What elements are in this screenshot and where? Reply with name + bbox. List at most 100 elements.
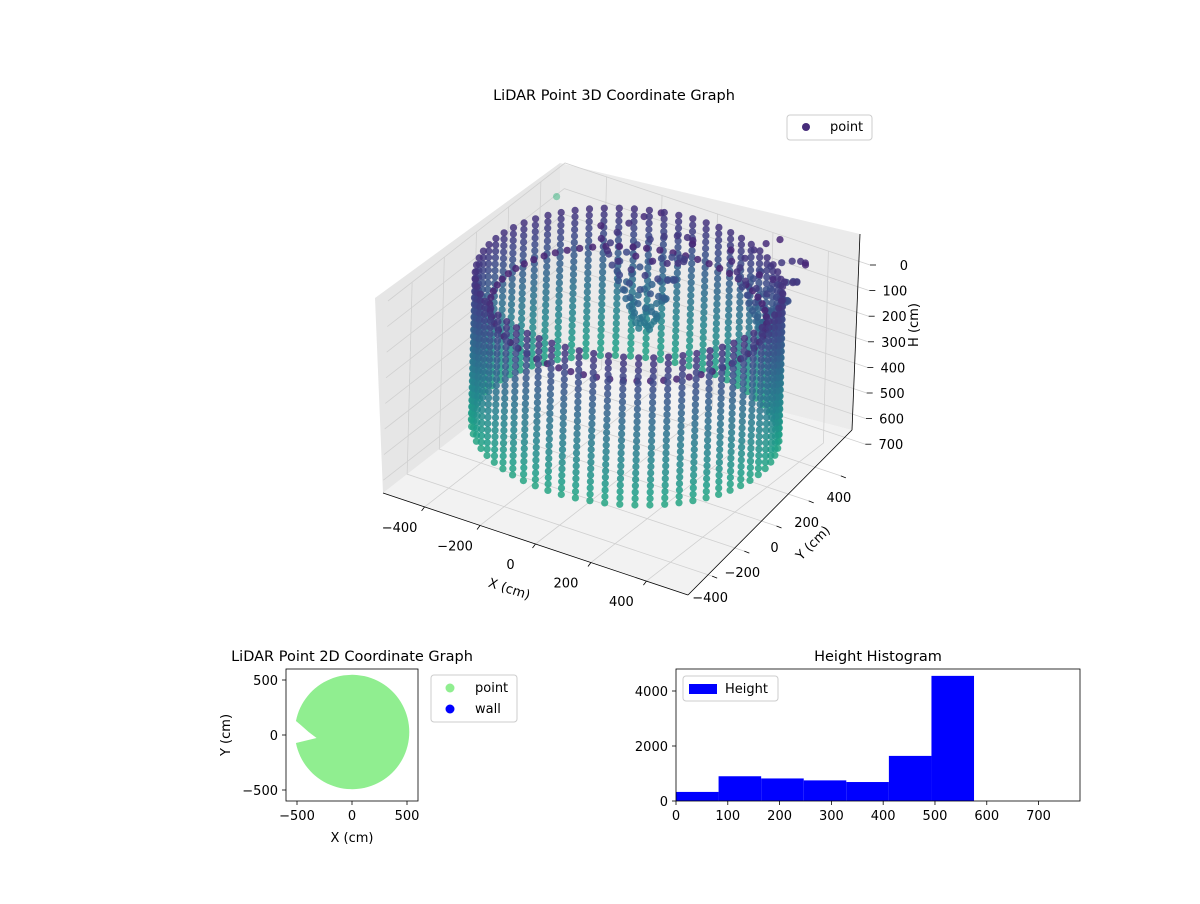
data-point-3d (571, 226, 579, 234)
data-point-3d (485, 355, 494, 364)
data-point-3d (648, 280, 656, 289)
data-point-3d (545, 448, 553, 456)
data-point-3d (560, 388, 568, 396)
data-point-3d (705, 372, 713, 380)
data-point-3d (604, 358, 613, 366)
histogram-bar (718, 776, 762, 801)
data-point-3d (633, 424, 641, 432)
data-point-3d (492, 407, 500, 415)
data-point-3d (756, 419, 764, 428)
data-point-3d (740, 366, 748, 374)
data-point-3d (672, 326, 680, 335)
data-point-3d (634, 379, 642, 387)
data-point-3d (736, 292, 744, 300)
data-point-3d (701, 283, 709, 291)
data-point-3d (756, 407, 764, 415)
data-point-3d (716, 452, 724, 460)
data-point-3d (603, 247, 612, 255)
data-point-3d (572, 449, 581, 457)
data-point-3d (740, 341, 748, 349)
data-point-3d (701, 251, 710, 259)
data-point-3d (548, 346, 556, 354)
data-point-3d (535, 341, 543, 349)
data-point-3d (769, 368, 777, 377)
data-point-3d (689, 497, 697, 505)
data-point-3d (748, 393, 756, 401)
data-point-3d (500, 242, 508, 250)
data-point-3d (674, 224, 683, 232)
data-point-3d (504, 270, 512, 278)
data-point-3d (728, 403, 736, 411)
data-point-3d (511, 362, 520, 370)
data-point-3d (511, 381, 519, 389)
data-point-3d (500, 433, 508, 441)
data-point-3d (498, 299, 506, 307)
data-point-3d (640, 213, 648, 221)
data-point-3d (712, 345, 720, 353)
data-point-3d (569, 283, 577, 291)
data-point-3d (480, 336, 488, 344)
data-point-3d (558, 452, 566, 460)
data-point-3d (690, 452, 698, 460)
data-point-3d (717, 401, 725, 409)
data-point-3d (758, 343, 766, 351)
data-point-3d (560, 369, 569, 377)
data-point-3d (737, 450, 746, 458)
data-point-3d (614, 277, 623, 285)
data-point-3d (715, 490, 723, 498)
data-point-3d (535, 335, 543, 343)
y-tick-3d (744, 550, 750, 554)
data-point-3d (643, 296, 651, 304)
data-point-3d (587, 458, 595, 466)
y-tick-label-histogram: 4000 (635, 685, 668, 700)
data-point-3d (755, 451, 763, 460)
data-point-3d (661, 475, 669, 483)
data-point-3d (700, 289, 709, 297)
data-point-3d (492, 241, 500, 249)
data-point-3d (486, 336, 494, 344)
data-point-3d (612, 313, 621, 321)
data-point-3d (745, 317, 753, 325)
data-point-3d (644, 251, 652, 259)
data-point-3d (769, 381, 777, 389)
data-point-3d (683, 233, 692, 242)
data-point-3d (754, 293, 762, 301)
data-point-3d (568, 334, 576, 342)
data-point-3d (572, 481, 580, 489)
data-point-3d (691, 433, 699, 441)
data-point-3d (764, 356, 772, 364)
data-point-3d (485, 375, 493, 383)
data-point-3d (729, 390, 737, 398)
data-point-3d (713, 294, 721, 302)
data-point-3d (635, 360, 643, 368)
data-point-3d (687, 285, 695, 293)
data-point-3d (658, 285, 666, 293)
data-point-3d (585, 237, 593, 245)
data-point-3d (487, 304, 495, 312)
data-point-3d (676, 448, 685, 456)
data-point-3d (763, 381, 772, 389)
data-point-3d (483, 451, 491, 460)
data-point-3d (555, 298, 563, 306)
data-point-3d (558, 478, 566, 486)
data-point-3d (636, 314, 644, 322)
data-point-3d (750, 336, 758, 344)
data-point-3d (758, 300, 766, 308)
data-point-3d (569, 270, 578, 278)
data-point-3d (518, 283, 527, 291)
data-point-3d (529, 311, 537, 319)
chart-2d-title: LiDAR Point 2D Coordinate Graph (231, 649, 473, 665)
data-point-3d (688, 259, 696, 268)
data-point-3d (661, 468, 670, 476)
legend-3d: point (786, 114, 873, 141)
data-point-3d (501, 362, 510, 370)
data-point-3d (704, 436, 712, 444)
data-point-3d (617, 436, 626, 444)
data-point-3d (704, 411, 712, 419)
data-point-3d (485, 253, 493, 261)
data-point-3d (664, 366, 672, 374)
data-point-3d (769, 388, 777, 396)
data-point-3d (500, 401, 509, 409)
data-point-3d (755, 432, 763, 440)
data-point-3d (585, 211, 593, 219)
